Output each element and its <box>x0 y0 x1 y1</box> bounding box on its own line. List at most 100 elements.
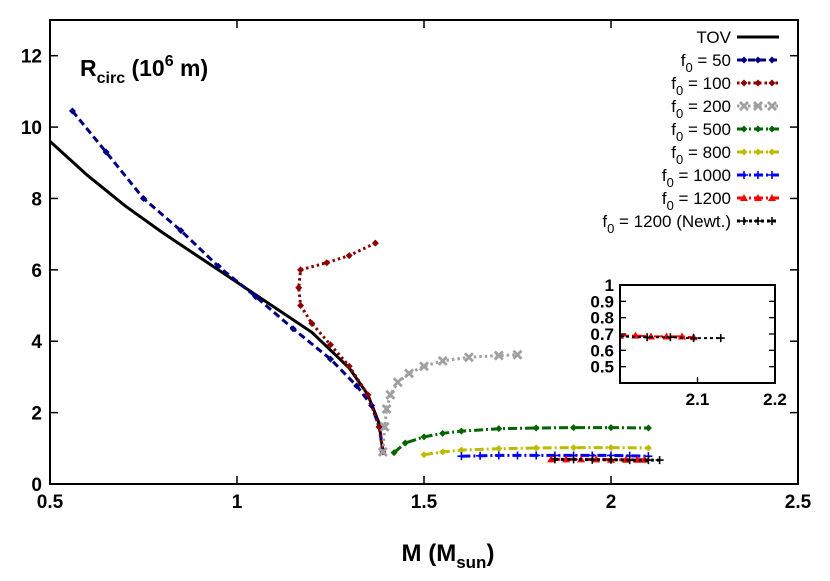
legend-label: f0 = 500 <box>671 120 731 144</box>
data-point <box>345 362 353 370</box>
data-point <box>420 451 428 459</box>
legend-marker <box>740 79 748 87</box>
legend-entry: f0 = 1200 <box>662 189 779 213</box>
legend-marker <box>740 194 748 201</box>
data-point <box>570 424 578 432</box>
legend-marker <box>768 125 776 133</box>
legend-label: f0 = 200 <box>671 97 731 121</box>
data-point <box>308 319 316 327</box>
series-f0-500 <box>390 424 652 457</box>
data-point <box>327 341 334 349</box>
y-tick-label: 6 <box>31 261 42 282</box>
data-point <box>463 352 474 363</box>
legend-marker <box>740 217 748 225</box>
legend-entry: f0 = 200 <box>671 97 779 121</box>
inset-data-point <box>666 333 675 342</box>
legend-entry: f0 = 50 <box>681 51 779 75</box>
inset-y-tick-label: 0.6 <box>590 341 614 360</box>
x-tick-label: 2 <box>606 492 617 513</box>
legend-marker <box>740 56 748 64</box>
data-point <box>532 444 540 452</box>
data-point <box>252 293 260 301</box>
inset-axis-ticks: 2.1 2.2 0.50.60.70.80.91 <box>590 276 786 409</box>
x-tick-label: 0.5 <box>37 492 64 513</box>
legend-marker <box>754 171 762 179</box>
data-point <box>390 449 398 457</box>
legend-label: TOV <box>696 28 731 47</box>
legend-marker <box>767 101 777 111</box>
series-line <box>71 110 385 451</box>
data-point <box>420 433 428 441</box>
legend-marker <box>768 148 776 156</box>
legend-label: f0 = 1200 <box>662 189 731 213</box>
y-tick-label: 8 <box>31 189 42 210</box>
data-point <box>377 446 388 457</box>
legend-marker <box>768 79 776 87</box>
legend-marker <box>740 171 748 179</box>
legend-marker <box>754 79 762 87</box>
data-point <box>550 455 559 464</box>
y-tick-label: 10 <box>21 118 42 139</box>
data-point <box>379 421 390 432</box>
data-point <box>381 404 392 415</box>
plot-label: Rcirc (106 m) <box>80 53 208 87</box>
inset-data-point <box>643 333 652 342</box>
inset-data-point <box>689 334 698 343</box>
inset-y-tick-label: 0.7 <box>590 325 614 344</box>
legend-entry: f0 = 800 <box>671 143 779 167</box>
inset-x-tick-label: 2.2 <box>763 390 787 409</box>
data-point <box>513 451 522 460</box>
data-point <box>289 325 297 333</box>
data-point <box>532 424 540 432</box>
data-point <box>437 355 448 366</box>
legend-label: f0 = 1000 <box>662 166 731 190</box>
inset-y-tick-label: 1 <box>605 276 614 295</box>
inset-data-point <box>620 332 624 341</box>
data-point <box>457 452 466 461</box>
legend-entry: f0 = 100 <box>671 74 779 98</box>
data-point <box>385 389 396 400</box>
series-line <box>393 426 649 454</box>
data-point <box>439 429 447 437</box>
plot-background <box>50 20 798 484</box>
data-point <box>607 424 615 432</box>
legend-marker <box>754 56 762 64</box>
y-tick-label: 4 <box>31 332 42 353</box>
data-point <box>607 455 615 464</box>
legend-entry: TOV <box>696 28 779 47</box>
x-tick-label: 1 <box>232 492 243 513</box>
data-point <box>588 455 597 464</box>
legend-entry: f0 = 500 <box>671 120 779 144</box>
data-point <box>570 444 578 452</box>
legend-marker <box>768 56 776 64</box>
legend-label: f0 = 800 <box>671 143 731 167</box>
data-point <box>625 456 634 465</box>
legend-label: f0 = 1200 (Newt.) <box>602 212 731 236</box>
inset-y-tick-label: 0.8 <box>590 309 614 328</box>
inset-frame <box>619 284 776 384</box>
legend-marker <box>754 194 762 201</box>
data-point <box>297 302 305 310</box>
inset-x-tick-label: 2.1 <box>686 390 710 409</box>
data-point <box>297 266 305 274</box>
data-point <box>323 259 331 267</box>
data-point <box>655 456 664 465</box>
legend-marker <box>740 125 748 133</box>
legend-entry: f0 = 1200 (Newt.) <box>602 212 779 236</box>
y-tick-label: 2 <box>31 404 42 425</box>
legend-entry: f0 = 1000 <box>662 166 779 190</box>
inset-plot: 2.1 2.2 0.50.60.70.80.91 <box>590 276 786 409</box>
data-point <box>140 194 147 202</box>
data-point <box>644 444 652 452</box>
data-point <box>476 451 485 460</box>
legend-marker <box>768 171 776 179</box>
data-point <box>644 424 652 432</box>
legend-marker <box>768 217 776 225</box>
data-point <box>495 445 503 453</box>
data-point <box>102 148 110 156</box>
data-point <box>392 377 403 388</box>
legend-label: f0 = 50 <box>681 51 731 75</box>
x-tick-label: 1.5 <box>411 492 438 513</box>
